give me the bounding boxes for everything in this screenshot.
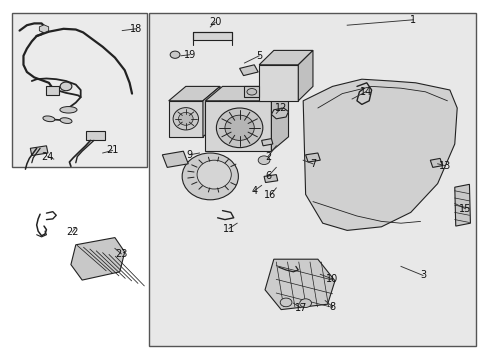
Polygon shape [85,131,105,140]
Text: 14: 14 [359,87,371,97]
Text: 10: 10 [325,274,338,284]
Polygon shape [168,86,220,101]
Polygon shape [162,151,188,167]
Bar [12,13,146,167]
Text: 18: 18 [129,24,142,34]
Circle shape [258,156,269,165]
Text: 17: 17 [294,303,306,313]
Text: 13: 13 [438,161,450,171]
Polygon shape [205,101,271,151]
Text: 19: 19 [183,50,196,60]
Text: 4: 4 [251,186,257,196]
Circle shape [60,82,72,91]
Bar [46,86,59,95]
Text: 9: 9 [186,150,192,160]
Polygon shape [303,79,456,230]
Text: 11: 11 [222,224,235,234]
Polygon shape [168,101,203,137]
Polygon shape [244,86,259,97]
Bar [149,13,475,346]
Text: 20: 20 [208,17,221,27]
Ellipse shape [197,160,231,189]
Ellipse shape [60,118,72,123]
Polygon shape [239,65,258,76]
Circle shape [170,51,180,58]
Text: 12: 12 [274,103,287,113]
Text: 1: 1 [409,15,415,25]
Text: 23: 23 [115,249,127,259]
Polygon shape [259,50,312,65]
Polygon shape [71,238,124,280]
Polygon shape [193,32,232,40]
Polygon shape [264,175,277,183]
Text: 8: 8 [329,302,335,312]
Polygon shape [271,108,288,119]
Text: 7: 7 [309,159,315,169]
Ellipse shape [246,89,256,95]
Ellipse shape [43,116,55,122]
Polygon shape [429,158,442,167]
Polygon shape [261,139,272,146]
Text: 3: 3 [419,270,425,280]
Ellipse shape [224,115,254,140]
Circle shape [280,298,291,307]
Text: 6: 6 [264,171,270,181]
Text: 21: 21 [106,145,119,156]
Polygon shape [205,86,288,101]
Polygon shape [203,86,220,137]
Ellipse shape [182,153,238,200]
Text: 15: 15 [458,204,471,214]
Ellipse shape [60,107,77,113]
Polygon shape [454,184,469,226]
Polygon shape [30,146,48,156]
Polygon shape [298,50,312,101]
Text: 2: 2 [264,152,270,162]
Circle shape [299,299,311,307]
Polygon shape [271,86,288,151]
Text: 24: 24 [41,152,54,162]
Ellipse shape [216,108,263,148]
Polygon shape [259,65,298,101]
Polygon shape [264,259,334,310]
Text: 22: 22 [66,227,79,237]
Text: 5: 5 [256,51,262,61]
Ellipse shape [178,112,193,125]
Polygon shape [305,153,320,162]
Text: 16: 16 [264,190,276,200]
Ellipse shape [173,108,198,130]
